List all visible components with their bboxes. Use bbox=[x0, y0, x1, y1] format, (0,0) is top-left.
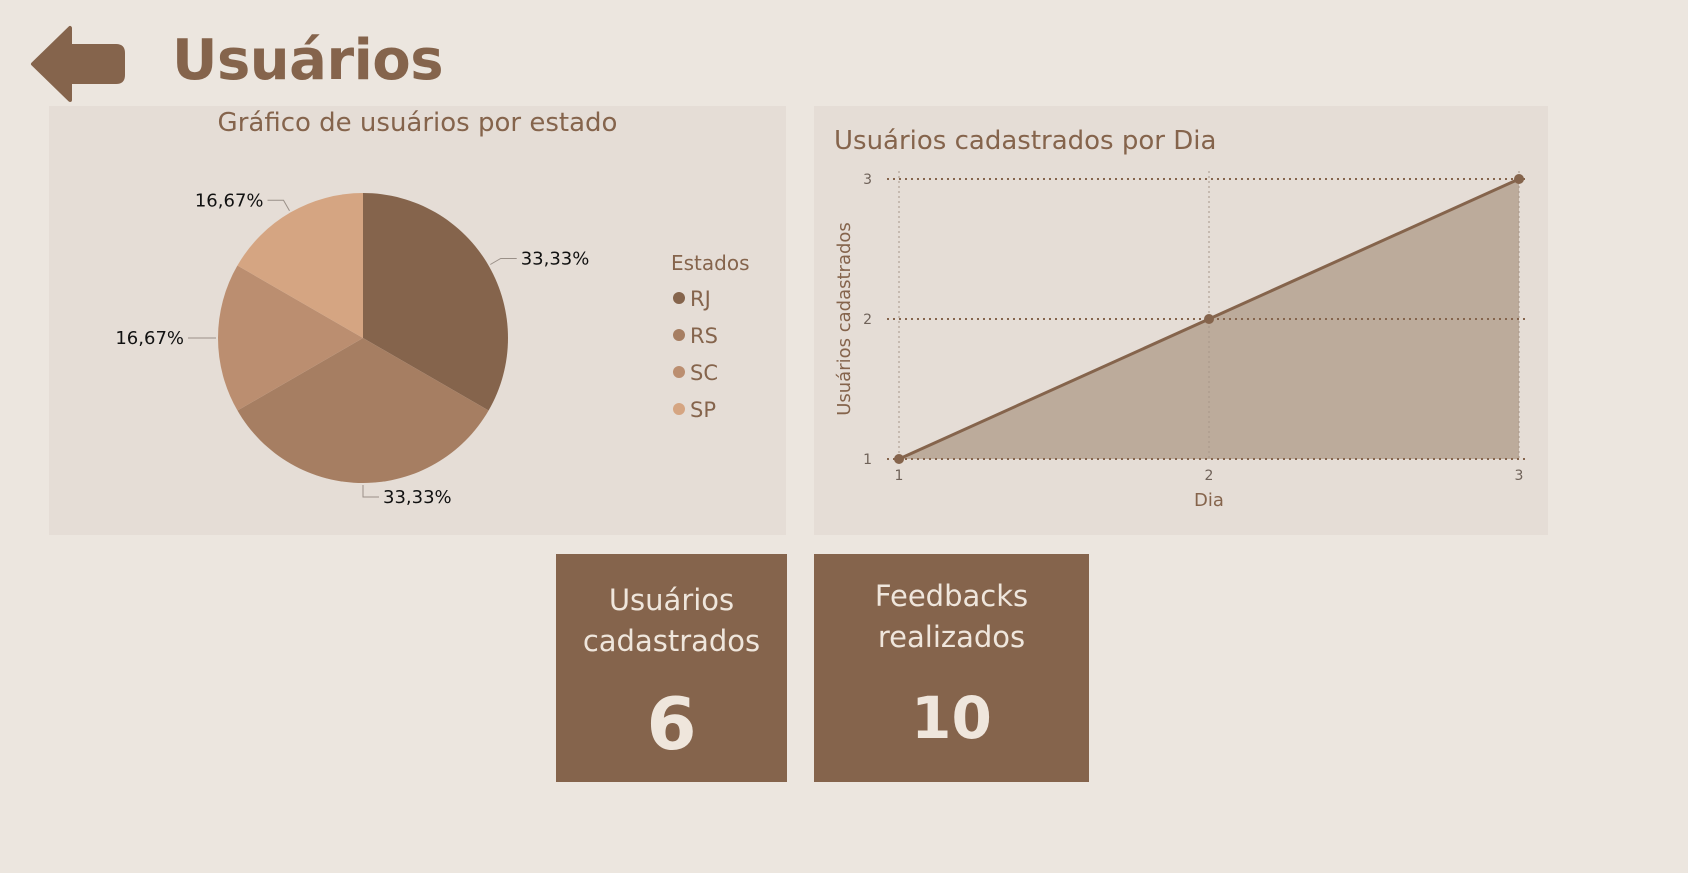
data-point bbox=[894, 454, 904, 464]
line-chart-title: Usuários cadastrados por Dia bbox=[834, 126, 1217, 156]
data-point bbox=[1204, 314, 1214, 324]
legend-item-rj: RJ bbox=[690, 287, 711, 311]
legend-title: Estados bbox=[671, 251, 750, 275]
data-point bbox=[1514, 174, 1524, 184]
pie-chart: 33,33% 33,33% 16,67% 16,67% Estados RJ RS SC SP bbox=[115, 190, 750, 508]
y-tick-label: 3 bbox=[863, 172, 872, 188]
legend-marker-rs bbox=[673, 329, 685, 341]
line-chart-panel: 1 2 3 1 2 3 Dia Usuários cadastrados Usuários c… bbox=[814, 106, 1548, 535]
x-axis-label: Dia bbox=[1194, 490, 1224, 511]
pie-chart-panel: 33,33% 33,33% 16,67% 16,67% Estados RJ RS SC SP … bbox=[49, 106, 786, 535]
pie-chart-title: Gráfico de usuários por estado bbox=[217, 108, 618, 138]
pie-slice-sc bbox=[218, 265, 363, 411]
legend-item-sc: SC bbox=[690, 361, 718, 385]
legend-marker-rj bbox=[673, 292, 685, 304]
kpi-users-label-line1: Usuários bbox=[608, 583, 735, 617]
pie-data-label: 16,67% bbox=[195, 190, 264, 211]
pie-data-label: 16,67% bbox=[115, 328, 184, 349]
kpi-feedbacks-label-line1: Feedbacks bbox=[874, 579, 1029, 613]
area-chart: 1 2 3 1 2 3 Dia Usuários cadastrados bbox=[834, 171, 1529, 511]
kpi-users-label-line2: cadastrados bbox=[582, 624, 761, 658]
pie-data-label: 33,33% bbox=[521, 249, 590, 270]
y-axis-label: Usuários cadastrados bbox=[834, 222, 855, 416]
kpi-users-label: Usuários cadastrados bbox=[556, 580, 787, 662]
pie-slice-rj bbox=[363, 193, 508, 411]
kpi-users-value: 6 bbox=[646, 682, 697, 766]
arrow-left-icon bbox=[31, 26, 125, 102]
pie-slice-rs bbox=[237, 338, 489, 483]
y-tick-label: 2 bbox=[863, 312, 872, 328]
legend-marker-sc bbox=[673, 366, 685, 378]
x-tick-label: 2 bbox=[1205, 468, 1214, 484]
kpi-feedbacks-label-line2: realizados bbox=[877, 620, 1026, 654]
legend-item-sp: SP bbox=[690, 398, 716, 422]
page-title: Usuários bbox=[172, 28, 444, 93]
legend-item-rs: RS bbox=[690, 324, 718, 348]
kpi-feedbacks-value: 10 bbox=[911, 684, 992, 752]
x-tick-label: 1 bbox=[895, 468, 904, 484]
y-tick-label: 1 bbox=[863, 452, 872, 468]
pie-leader-line bbox=[362, 485, 379, 498]
x-tick-label: 3 bbox=[1515, 468, 1524, 484]
back-button[interactable] bbox=[30, 24, 126, 104]
pie-data-label: 33,33% bbox=[383, 487, 452, 508]
legend-marker-sp bbox=[673, 403, 685, 415]
pie-slice-sp bbox=[237, 193, 363, 338]
pie-leader-line bbox=[490, 258, 517, 265]
kpi-feedbacks-label: Feedbacks realizados bbox=[814, 576, 1089, 658]
pie-leader-line bbox=[267, 199, 290, 211]
kpi-card-users: Usuários cadastrados 6 bbox=[556, 554, 787, 782]
kpi-card-feedbacks: Feedbacks realizados 10 bbox=[814, 554, 1089, 782]
